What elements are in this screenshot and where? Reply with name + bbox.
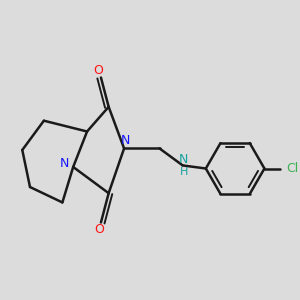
Text: Cl: Cl: [286, 162, 298, 175]
Text: N: N: [179, 153, 188, 167]
Text: N: N: [60, 158, 69, 170]
Text: O: O: [94, 223, 104, 236]
Text: H: H: [179, 167, 188, 177]
Text: O: O: [93, 64, 103, 77]
Text: N: N: [121, 134, 130, 147]
